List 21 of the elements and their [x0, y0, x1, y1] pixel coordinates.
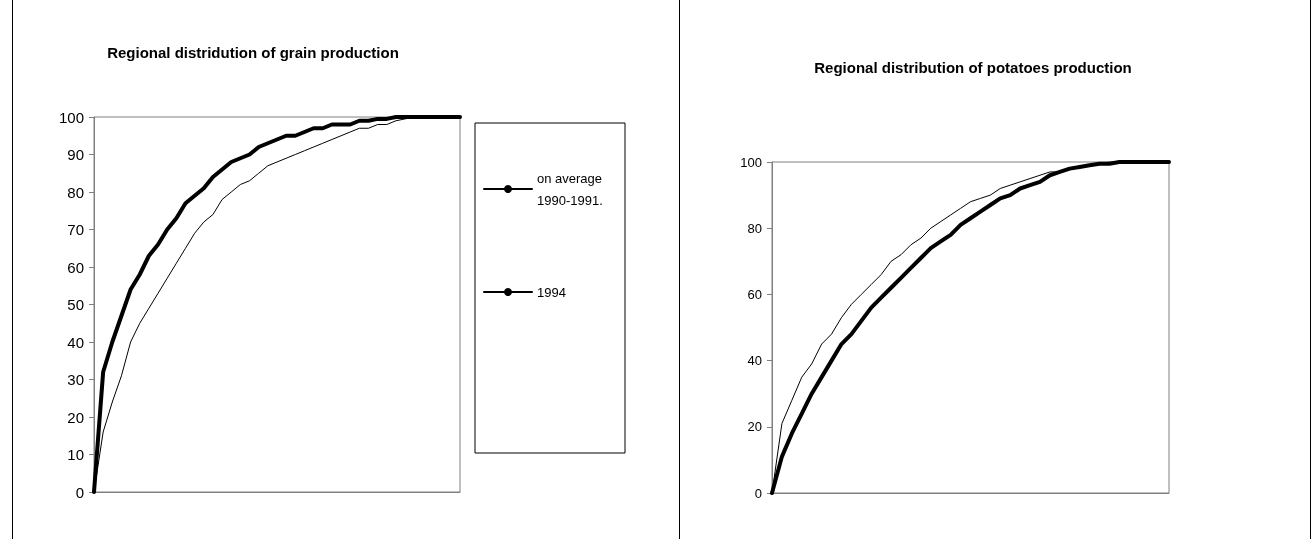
y-tick-label: 100 [58, 108, 84, 126]
y-tick-label: 30 [67, 371, 84, 388]
y-tick-label: 0 [75, 483, 84, 501]
y-tick-label: 20 [67, 408, 84, 426]
y-tick-label: 10 [67, 446, 84, 463]
y-tick-label: 50 [67, 296, 84, 313]
y-tick-label: 60 [747, 286, 762, 302]
legend-label: on average 1990-1991. [537, 170, 606, 208]
y-tick-label: 40 [747, 353, 762, 369]
y-tick-label: 80 [747, 220, 762, 236]
y-tick-label: 20 [747, 419, 762, 435]
chart-title: Regional distridution of grain production [107, 44, 399, 61]
y-tick-label: 70 [67, 221, 84, 238]
y-tick-label: 100 [740, 154, 762, 170]
y-tick-label: 60 [67, 258, 84, 276]
y-tick-label: 0 [754, 485, 762, 501]
y-tick-label: 40 [67, 333, 84, 351]
chart-title: Regional distribution of potatoes production [814, 59, 1132, 76]
y-tick-label: 80 [67, 183, 84, 201]
y-tick-label: 90 [67, 146, 84, 163]
legend-label: 1994 [537, 284, 566, 300]
